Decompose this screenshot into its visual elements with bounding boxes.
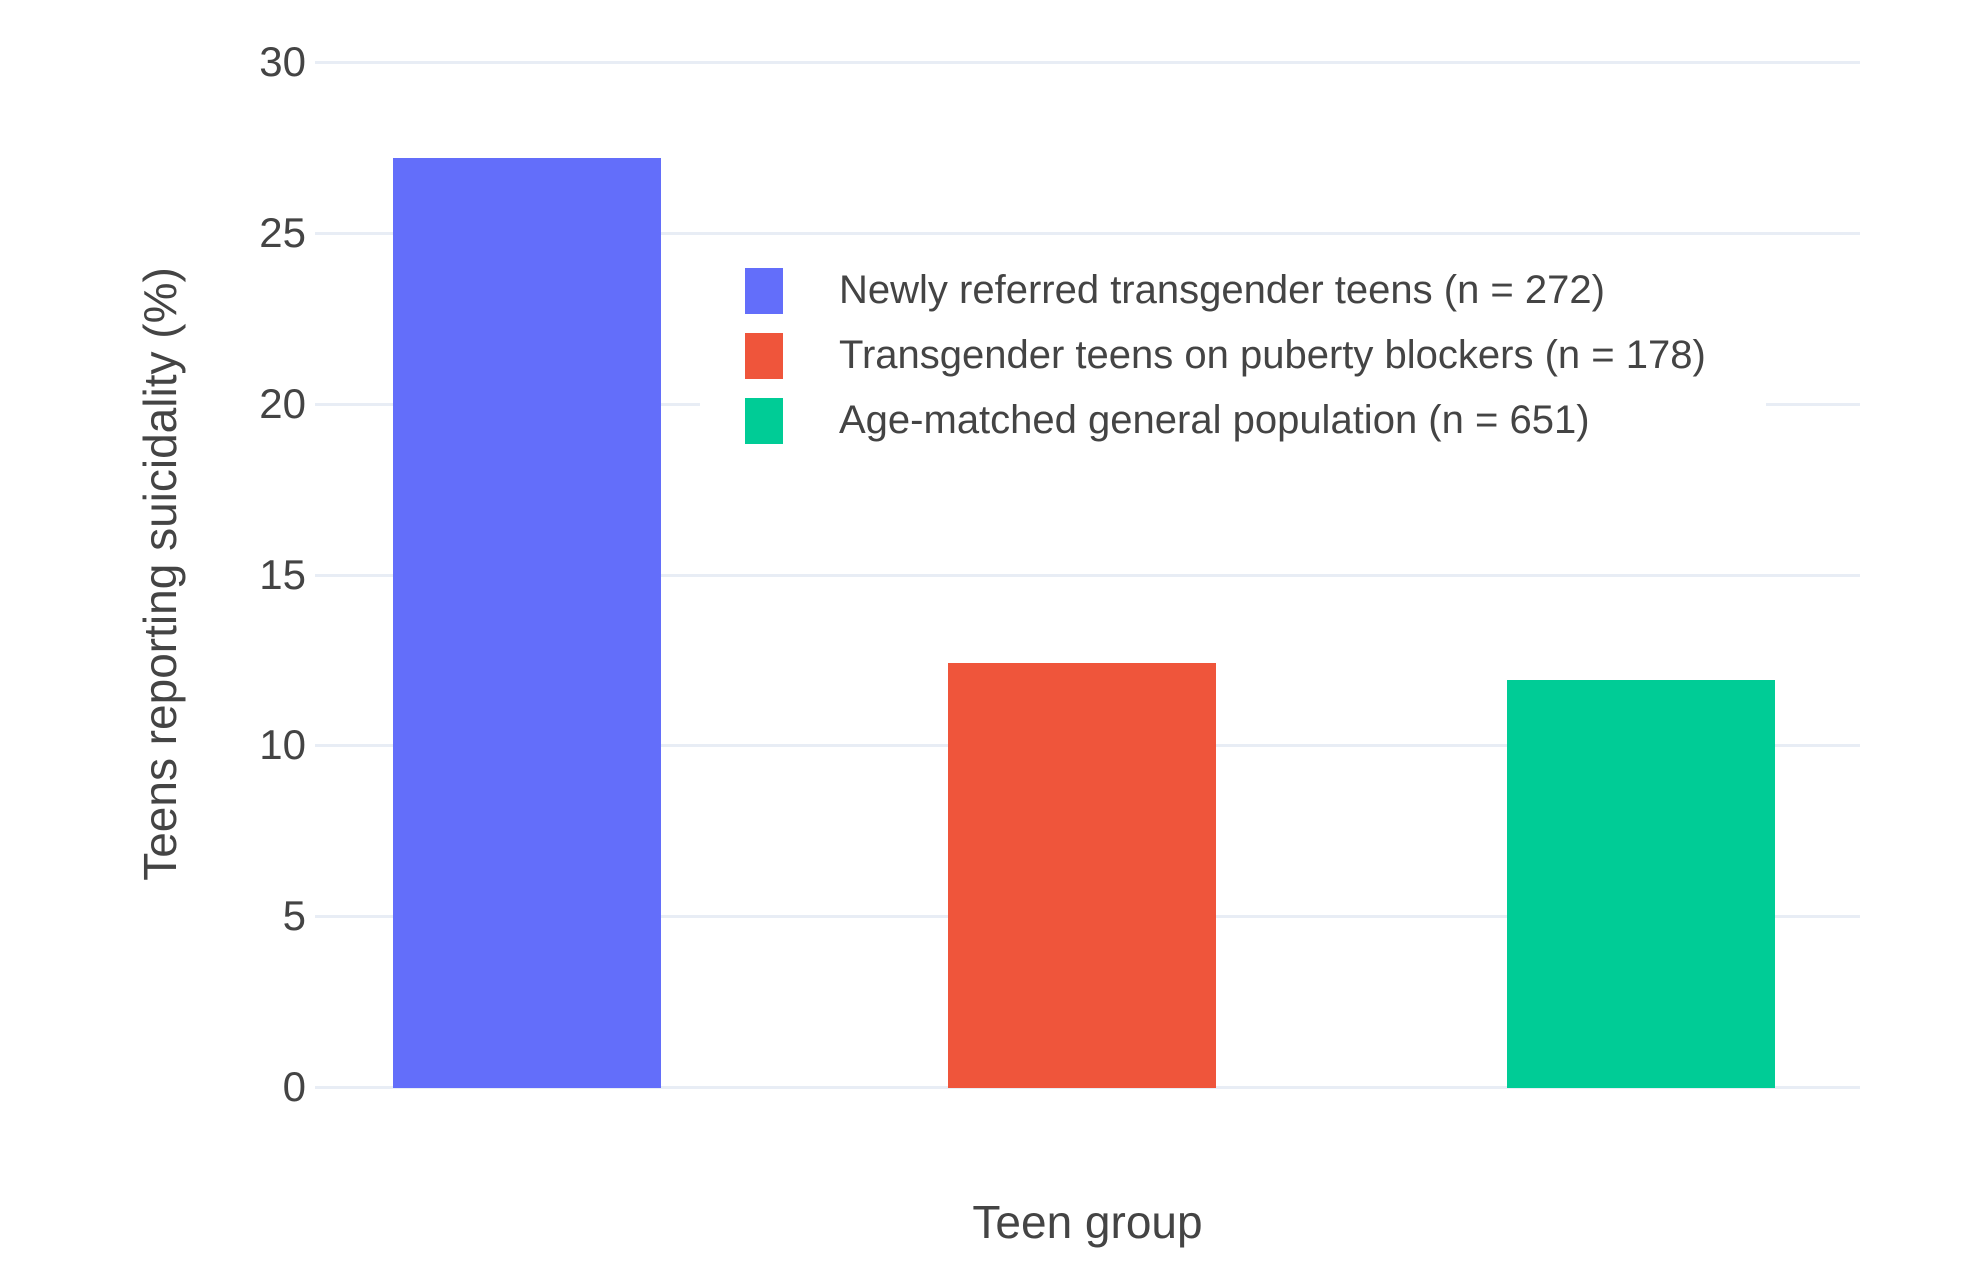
legend-label: Age-matched general population (n = 651) [839,398,1590,442]
gridline-y25 [315,232,1860,235]
legend-item-2[interactable]: Age-matched general population (n = 651) [745,388,1706,453]
y-tick-label-25: 25 [259,209,306,256]
y-tick-label-30: 30 [259,38,306,85]
legend-item-1[interactable]: Transgender teens on puberty blockers (n… [745,323,1706,388]
legend-swatch-icon [745,332,783,379]
legend-label: Transgender teens on puberty blockers (n… [839,333,1706,377]
legend: Newly referred transgender teens (n = 27… [700,250,1766,461]
gridline-y15 [315,574,1860,577]
y-tick-label-5: 5 [282,892,306,939]
bar-1 [948,663,1216,1088]
bar-0 [393,158,661,1088]
y-tick-label-20: 20 [259,380,306,427]
bar-2 [1507,680,1775,1088]
gridline-y30 [315,61,1860,64]
y-tick-label-15: 15 [259,551,306,598]
y-tick-label-0: 0 [282,1063,306,1110]
legend-item-0[interactable]: Newly referred transgender teens (n = 27… [745,258,1706,323]
legend-label: Newly referred transgender teens (n = 27… [839,268,1605,312]
legend-swatch-icon [745,397,783,444]
legend-swatch-icon [745,267,783,314]
x-axis-title: Teen group [972,1196,1203,1248]
y-tick-label-10: 10 [259,721,306,768]
